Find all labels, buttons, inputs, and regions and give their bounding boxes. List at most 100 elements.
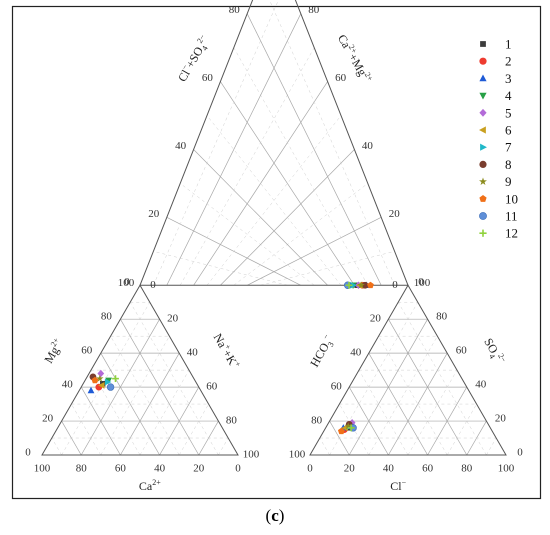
tick-cation-mg: 80 (101, 311, 113, 323)
tick-diamond-clso4: 20 (148, 208, 160, 220)
grid-lines (51, 0, 497, 456)
label-ca: Ca2+ (139, 478, 161, 493)
tick-diamond-clso4: 80 (229, 4, 241, 16)
legend-marker-2 (479, 57, 487, 65)
tick-anion-cl: 0 (307, 463, 313, 475)
tick-anion-so4: 60 (456, 345, 468, 357)
figure-caption: (c) (0, 506, 550, 526)
tick-cation-nak: 20 (167, 313, 179, 325)
data-points (87, 281, 374, 435)
tick-diamond-clso4: 0 (124, 276, 130, 288)
legend-label-12: 12 (505, 226, 518, 241)
legend-label-2: 2 (505, 54, 512, 69)
legend-marker-5 (479, 108, 487, 117)
tick-cation-mg: 20 (42, 413, 54, 425)
cation-triangle (41, 284, 239, 456)
legend-label-9: 9 (505, 174, 512, 189)
legend-marker-8 (479, 160, 487, 168)
tick-cation-mg: 100 (118, 277, 135, 289)
tick-cation-nak: 100 (243, 449, 260, 461)
legend-label-6: 6 (505, 123, 512, 138)
point-12-cation (112, 375, 119, 383)
tick-diamond-camg: 40 (362, 140, 374, 152)
label-cl: Cl− (390, 478, 406, 493)
legend-marker-3 (479, 74, 487, 82)
legend-label-1: 1 (505, 37, 512, 52)
caption-open: ( (265, 506, 272, 525)
figure-frame (11, 5, 542, 500)
legend-marker-10 (479, 195, 487, 202)
tick-anion-so4: 80 (436, 311, 448, 323)
tick-anion-cl: 40 (383, 463, 395, 475)
tick-cation-mg: 0 (25, 447, 31, 459)
legend-label-4: 4 (505, 88, 512, 103)
label-nak: Na++K+ (211, 330, 243, 371)
point-5-cation (97, 369, 105, 378)
point-6-cation (98, 382, 105, 389)
tick-cation-ca: 60 (115, 463, 127, 475)
tick-anion-cl: 80 (461, 463, 473, 475)
caption-close: ) (278, 506, 285, 525)
tick-cation-ca: 80 (76, 463, 88, 475)
tick-anion-so4: 20 (495, 413, 507, 425)
tick-anion-so4: 0 (517, 447, 523, 459)
point-9-diamond (357, 281, 365, 289)
tick-cation-ca: 40 (154, 463, 166, 475)
legend-label-10: 10 (505, 191, 518, 206)
label-so4: SO42− (480, 335, 509, 368)
point-9-anion (344, 422, 352, 430)
anion-triangle (309, 284, 507, 456)
tick-cation-nak: 60 (206, 381, 218, 393)
tick-anion-hco3: 40 (350, 347, 362, 359)
tick-anion-hco3: 60 (331, 381, 343, 393)
tick-anion-so4: 40 (475, 379, 487, 391)
point-8-diamond (361, 281, 369, 289)
tick-cation-ca: 100 (34, 463, 51, 475)
tick-cation-nak: 0 (150, 279, 156, 291)
legend-marker-4 (479, 92, 487, 100)
tick-anion-cl: 100 (498, 463, 515, 475)
tick-cation-nak: 80 (226, 415, 238, 427)
tick-cation-ca: 0 (235, 463, 241, 475)
tick-diamond-clso4: 60 (202, 72, 214, 84)
axis-labels: Ca2+Mg2+ Na++K+Cl−HCO3− SO42−Cl−+SO42− Ca2+… (41, 32, 509, 493)
tick-cation-mg: 60 (81, 345, 93, 357)
legend-marker-12 (479, 229, 487, 237)
point-10-diamond (367, 281, 374, 289)
tick-anion-hco3: 100 (289, 449, 306, 461)
legend-label-3: 3 (505, 71, 512, 86)
point-10-anion (337, 427, 345, 435)
legend-marker-6 (479, 126, 486, 134)
label-hco3: HCO3− (306, 332, 338, 370)
legend-label-11: 11 (505, 209, 518, 224)
point-12-diamond (345, 281, 353, 289)
tick-diamond-camg: 60 (335, 72, 347, 84)
point-3-cation (87, 386, 95, 394)
legend-marker-11 (479, 212, 487, 220)
tick-diamond-camg: 80 (308, 4, 320, 16)
legend-marker-7 (480, 143, 487, 151)
tick-diamond-camg: 0 (418, 276, 424, 288)
legend-marker-1 (480, 41, 486, 47)
legend-label-5: 5 (505, 105, 512, 120)
tick-diamond-clso4: 40 (175, 140, 187, 152)
tick-anion-hco3: 80 (311, 415, 323, 427)
legend-label-8: 8 (505, 157, 512, 172)
caption-letter: c (271, 506, 279, 525)
tick-anion-cl: 20 (344, 463, 356, 475)
point-7-cation (104, 378, 112, 386)
point-12-anion (347, 424, 355, 432)
point-9-cation (96, 374, 104, 382)
tick-cation-nak: 40 (187, 347, 199, 359)
tick-anion-so4: 100 (414, 277, 431, 289)
tick-cation-mg: 40 (62, 379, 74, 391)
legend-marker-9 (479, 177, 487, 185)
label-mg: Mg2+ (41, 336, 67, 366)
legend-label-7: 7 (505, 140, 512, 155)
tick-anion-hco3: 0 (392, 279, 398, 291)
point-7-diamond (350, 281, 357, 289)
